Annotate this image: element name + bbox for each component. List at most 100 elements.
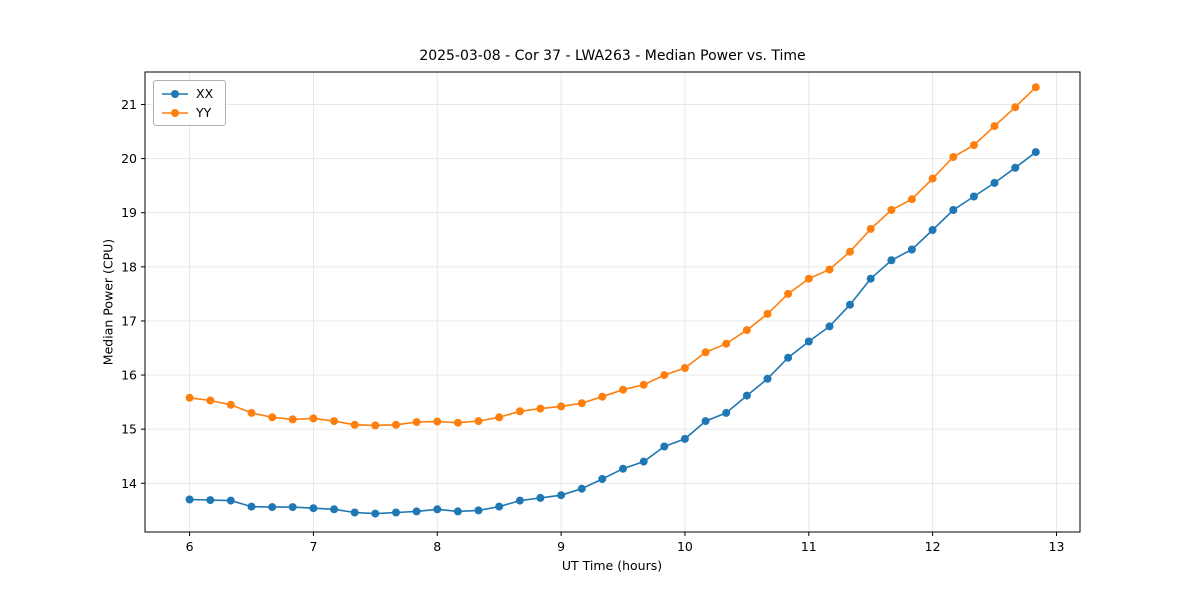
data-point-marker — [598, 475, 607, 483]
data-point-marker — [866, 224, 875, 233]
data-point-marker — [515, 496, 524, 505]
data-point-marker — [660, 371, 669, 380]
data-point-marker — [887, 206, 896, 214]
data-point-marker — [680, 434, 689, 443]
data-point-marker — [392, 508, 400, 517]
data-point-marker — [660, 442, 669, 451]
data-point-marker — [536, 404, 545, 413]
x-axis-label: UT Time (hours) — [561, 558, 663, 573]
data-point-marker — [309, 504, 318, 513]
data-point-marker — [412, 507, 421, 516]
data-point-marker — [309, 414, 318, 423]
data-point-marker — [928, 226, 937, 234]
data-point-marker — [536, 493, 545, 502]
y-tick-label: 15 — [121, 422, 137, 437]
data-point-marker — [371, 421, 380, 430]
x-tick-label: 8 — [433, 539, 441, 554]
data-point-marker — [1011, 163, 1020, 172]
legend-item-yy: YY — [161, 105, 213, 120]
data-point-marker — [598, 392, 607, 401]
data-point-marker — [515, 407, 524, 416]
data-point-marker — [639, 380, 648, 389]
legend-label: YY — [196, 105, 212, 120]
series-line-xx — [189, 151, 1037, 515]
data-point-marker — [804, 337, 813, 346]
data-point-marker — [288, 503, 297, 512]
data-point-marker — [990, 178, 999, 187]
data-point-marker — [330, 417, 339, 426]
data-point-marker — [371, 509, 380, 518]
data-point-marker — [722, 339, 731, 348]
y-tick-label: 18 — [121, 259, 137, 274]
data-point-marker — [185, 495, 194, 504]
legend-label: XX — [196, 86, 214, 101]
data-point-marker — [928, 174, 937, 183]
data-point-marker — [784, 353, 793, 362]
y-tick-label: 16 — [121, 368, 137, 383]
data-point-marker — [907, 245, 916, 254]
x-tick-label: 6 — [186, 539, 194, 554]
data-point-marker — [474, 506, 483, 515]
data-point-marker — [557, 402, 566, 411]
data-point-marker — [453, 418, 462, 427]
data-point-marker — [1031, 148, 1040, 157]
data-point-marker — [742, 391, 751, 400]
data-point-marker — [495, 502, 504, 511]
data-point-marker — [226, 400, 235, 409]
data-point-marker — [949, 206, 958, 214]
y-axis-label: Median Power (CPU) — [100, 238, 116, 366]
data-point-marker — [846, 300, 854, 309]
data-point-marker — [247, 502, 256, 511]
data-point-marker — [474, 417, 483, 426]
data-point-marker — [887, 256, 896, 265]
legend-marker-icon — [162, 108, 188, 117]
y-tick-label: 20 — [121, 151, 137, 166]
data-point-marker — [907, 195, 916, 204]
legend-marker-icon — [162, 89, 188, 98]
data-point-marker — [742, 326, 751, 335]
data-point-marker — [268, 503, 277, 512]
data-point-marker — [763, 374, 772, 383]
data-point-marker — [433, 505, 442, 514]
data-point-marker — [763, 309, 772, 318]
data-point-marker — [247, 408, 256, 417]
y-tick-label: 21 — [121, 97, 137, 112]
data-point-marker — [268, 413, 277, 422]
data-point-marker — [288, 415, 297, 424]
data-point-marker — [1031, 83, 1040, 92]
data-point-marker — [577, 399, 586, 408]
data-point-marker — [185, 393, 194, 402]
data-point-marker — [226, 496, 235, 505]
legend-item-xx: XX — [161, 86, 213, 101]
data-point-marker — [639, 457, 648, 466]
data-point-marker — [866, 274, 875, 283]
data-point-marker — [1011, 103, 1020, 112]
data-point-marker — [804, 274, 813, 283]
data-point-marker — [784, 289, 793, 298]
legend: XX YY — [153, 80, 227, 126]
data-point-marker — [412, 418, 421, 427]
data-point-marker — [350, 508, 359, 517]
data-point-marker — [206, 396, 215, 405]
data-point-marker — [825, 322, 834, 331]
data-point-marker — [392, 420, 400, 429]
data-point-marker — [619, 385, 627, 394]
data-point-marker — [206, 496, 215, 505]
data-point-marker — [619, 464, 627, 473]
data-point-marker — [701, 348, 710, 357]
data-point-marker — [990, 122, 999, 131]
data-point-marker — [433, 417, 442, 426]
x-tick-label: 10 — [677, 539, 693, 554]
x-tick-label: 11 — [801, 539, 817, 554]
data-point-marker — [577, 484, 586, 493]
chart-title: 2025-03-08 - Cor 37 - LWA263 - Median Po… — [419, 48, 806, 64]
y-tick-label: 19 — [121, 205, 137, 220]
data-point-marker — [846, 247, 854, 256]
data-point-marker — [969, 141, 978, 150]
x-tick-label: 12 — [925, 539, 941, 554]
data-point-marker — [330, 505, 339, 514]
data-point-marker — [557, 491, 566, 500]
data-point-marker — [969, 192, 978, 201]
